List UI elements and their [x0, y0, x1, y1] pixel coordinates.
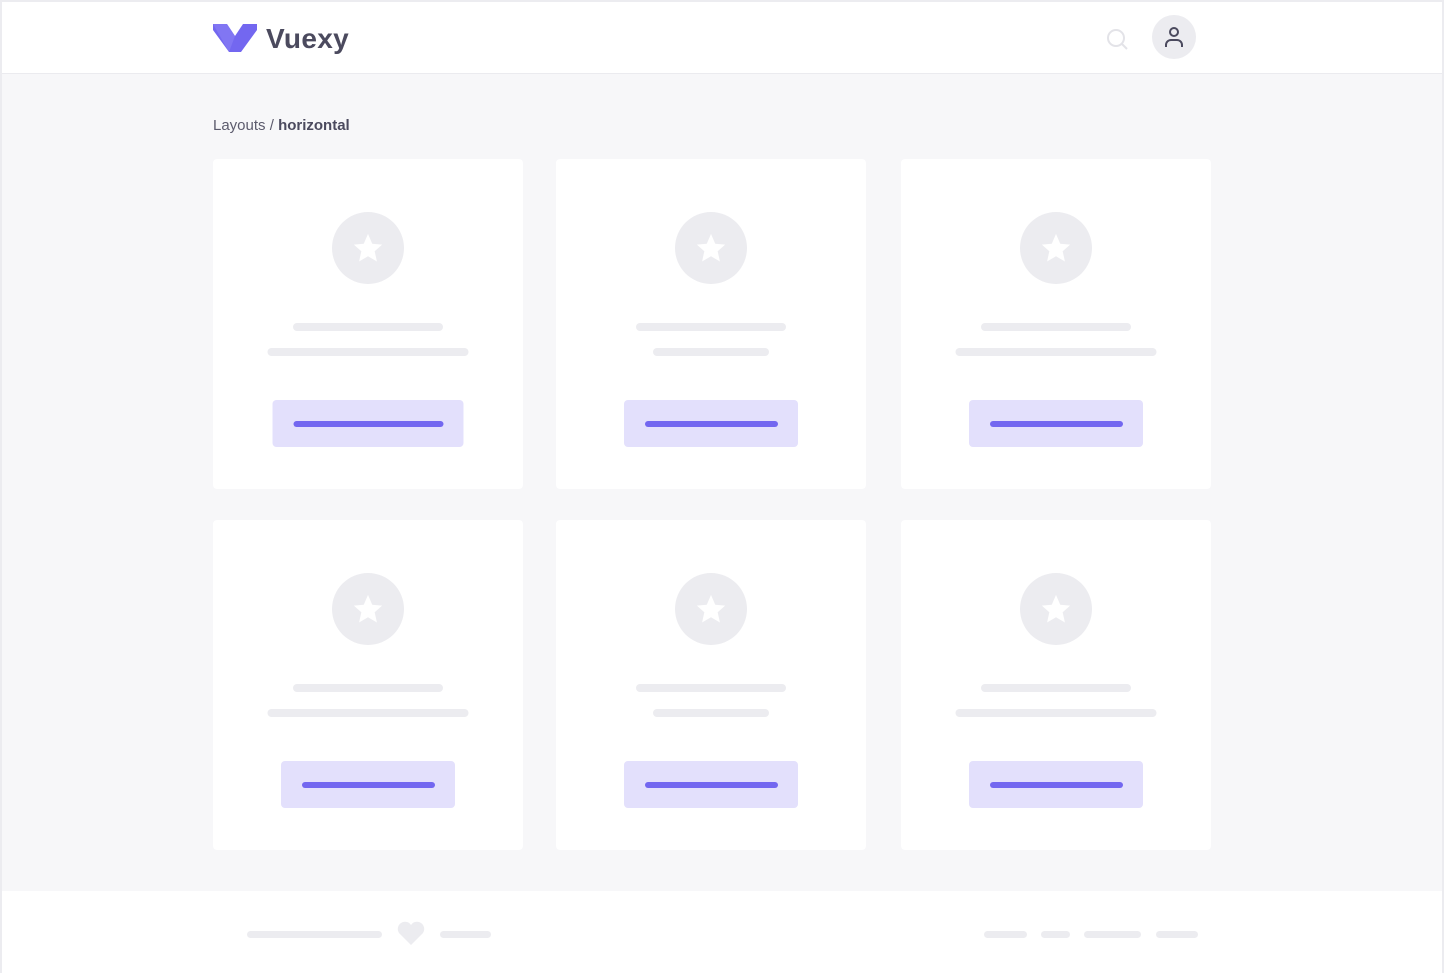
vuexy-logo-icon[interactable]: [213, 22, 257, 54]
text-placeholder: [955, 709, 1157, 717]
card-button[interactable]: [624, 400, 798, 447]
footer: [2, 891, 1442, 973]
star-icon: [696, 233, 726, 262]
placeholder-card: [901, 159, 1211, 489]
footer-link[interactable]: [1156, 931, 1198, 938]
card-button[interactable]: [969, 761, 1143, 808]
title-placeholder: [981, 684, 1131, 692]
brand-name[interactable]: Vuexy: [266, 23, 349, 54]
avatar[interactable]: [1152, 15, 1196, 59]
text-placeholder: [267, 709, 469, 717]
footer-text-placeholder: [247, 931, 382, 938]
placeholder-card: [901, 520, 1211, 850]
title-placeholder: [293, 323, 443, 331]
card-button[interactable]: [969, 400, 1143, 447]
breadcrumb-separator: /: [265, 117, 279, 134]
title-placeholder: [636, 323, 786, 331]
text-placeholder: [267, 348, 469, 356]
star-icon: [353, 594, 383, 623]
icon-circle: [1020, 573, 1092, 645]
placeholder-card: [556, 159, 866, 489]
footer-text-placeholder: [440, 931, 491, 938]
card-button[interactable]: [281, 761, 455, 808]
breadcrumb: Layouts / horizontal: [213, 117, 350, 134]
star-icon: [1041, 233, 1071, 262]
footer-link[interactable]: [1041, 931, 1070, 938]
icon-circle: [332, 573, 404, 645]
footer-link[interactable]: [984, 931, 1027, 938]
placeholder-card: [213, 520, 523, 850]
card-button[interactable]: [624, 761, 798, 808]
card-button[interactable]: [272, 400, 464, 447]
placeholder-card: [556, 520, 866, 850]
text-placeholder: [653, 709, 769, 717]
search-icon[interactable]: [1106, 28, 1130, 52]
title-placeholder: [636, 684, 786, 692]
text-placeholder: [653, 348, 769, 356]
top-navbar: Vuexy: [2, 2, 1442, 74]
text-placeholder: [955, 348, 1157, 356]
icon-circle: [332, 212, 404, 284]
star-icon: [696, 594, 726, 623]
title-placeholder: [981, 323, 1131, 331]
star-icon: [1041, 594, 1071, 623]
heart-icon: [397, 921, 425, 945]
icon-circle: [675, 573, 747, 645]
title-placeholder: [293, 684, 443, 692]
icon-circle: [1020, 212, 1092, 284]
user-icon: [1165, 27, 1183, 47]
footer-link[interactable]: [1084, 931, 1141, 938]
star-icon: [353, 233, 383, 262]
breadcrumb-current: horizontal: [278, 117, 350, 134]
placeholder-card: [213, 159, 523, 489]
breadcrumb-parent[interactable]: Layouts: [213, 117, 266, 134]
icon-circle: [675, 212, 747, 284]
